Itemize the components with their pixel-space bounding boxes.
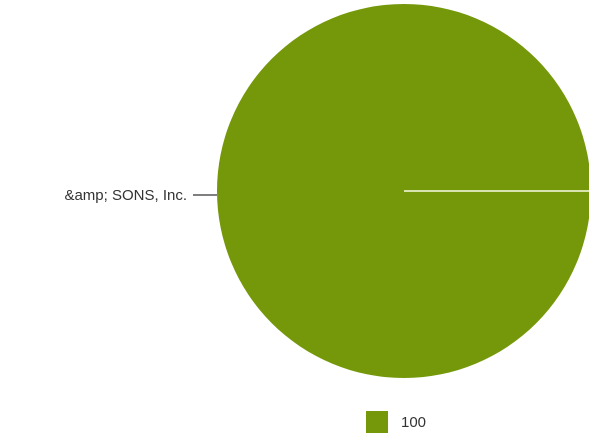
slice-labels: &amp; SONS, Inc. [64,187,217,204]
pie-slice[interactable] [217,4,589,378]
legend: 100 [366,411,426,433]
legend-swatch [366,411,388,433]
slice-label: &amp; SONS, Inc. [64,187,187,204]
legend-label: 100 [401,414,426,431]
pie-slices [217,4,589,378]
